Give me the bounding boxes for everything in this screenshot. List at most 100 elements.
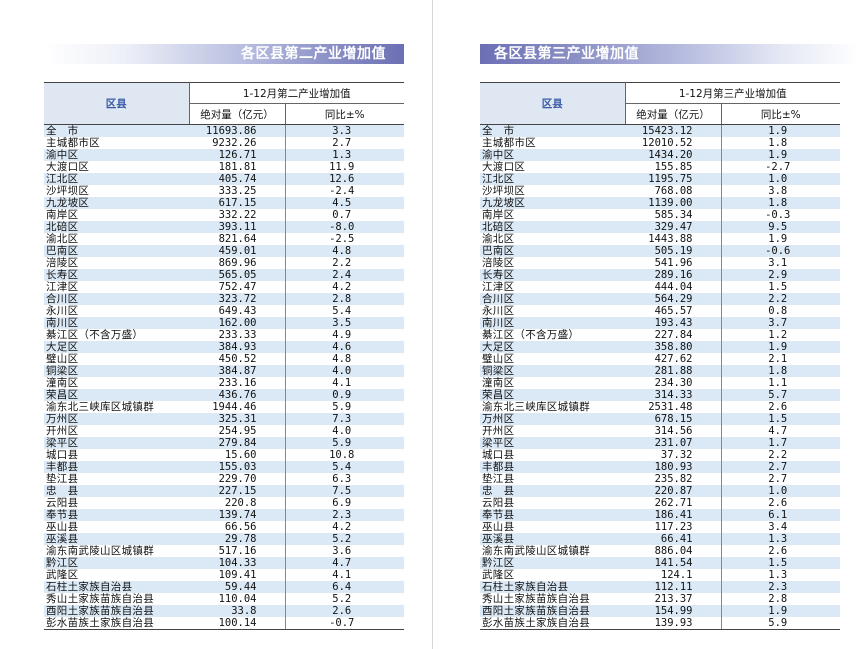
yoy-change-cell: 2.7 (721, 473, 840, 485)
table-row: 城口县 15.60 10.8 (44, 449, 404, 461)
table-row: 垫江县 229.70 6.3 (44, 473, 404, 485)
yoy-change-cell: -0.7 (285, 617, 404, 630)
region-name-cell: 云阳县 (44, 497, 189, 509)
left-page: 各区县第二产业增加值 区县 1-12月第二产业增加值 绝对量（亿元） 同比±% … (44, 0, 404, 649)
table-row: 万州区 325.31 7.3 (44, 413, 404, 425)
yoy-change-cell: 3.6 (285, 545, 404, 557)
absolute-value-cell: 325.31 (189, 413, 286, 425)
table-row: 秀山土家族苗族自治县 110.04 5.2 (44, 593, 404, 605)
yoy-change-cell: 6.1 (721, 509, 840, 521)
table-row: 涪陵区 869.96 2.2 (44, 257, 404, 269)
yoy-change-cell: 1.3 (721, 533, 840, 545)
absolute-value-cell: 227.15 (189, 485, 286, 497)
absolute-value-cell: 186.41 (625, 509, 722, 521)
region-name-cell: 酉阳土家族苗族自治县 (480, 605, 625, 617)
region-name-cell: 梁平区 (44, 437, 189, 449)
absolute-value-cell: 459.01 (189, 245, 286, 257)
absolute-value-cell: 220.8 (189, 497, 286, 509)
absolute-value-cell: 279.84 (189, 437, 286, 449)
region-name-cell: 綦江区（不含万盛） (480, 329, 625, 341)
region-name-cell: 万州区 (44, 413, 189, 425)
region-name-cell: 铜梁区 (44, 365, 189, 377)
absolute-value-cell: 233.33 (189, 329, 286, 341)
absolute-value-cell: 227.84 (625, 329, 722, 341)
yoy-change-cell: 4.7 (721, 425, 840, 437)
absolute-value-cell: 768.08 (625, 185, 722, 197)
yoy-change-cell: 1.9 (721, 233, 840, 245)
absolute-value-cell: 162.00 (189, 317, 286, 329)
region-name-cell: 南岸区 (44, 209, 189, 221)
table-row: 丰都县 155.03 5.4 (44, 461, 404, 473)
table-row: 铜梁区 281.88 1.8 (480, 365, 840, 377)
region-name-cell: 渝东南武陵山区城镇群 (480, 545, 625, 557)
absolute-value-cell: 332.22 (189, 209, 286, 221)
region-name-cell: 渝北区 (480, 233, 625, 245)
yoy-change-cell: 1.5 (721, 413, 840, 425)
region-name-cell: 南岸区 (480, 209, 625, 221)
absolute-value-cell: 155.03 (189, 461, 286, 473)
table-row: 垫江县 235.82 2.7 (480, 473, 840, 485)
table-row: 酉阳土家族苗族自治县 154.99 1.9 (480, 605, 840, 617)
table-row: 黔江区 141.54 1.5 (480, 557, 840, 569)
table-row: 主城都市区 9232.26 2.7 (44, 137, 404, 149)
table-row: 大足区 384.93 4.6 (44, 341, 404, 353)
table-row: 沙坪坝区 333.25 -2.4 (44, 185, 404, 197)
yoy-change-cell: 1.9 (721, 149, 840, 161)
region-name-cell: 北碚区 (480, 221, 625, 233)
yoy-change-cell: 2.8 (721, 593, 840, 605)
yoy-change-cell: 6.9 (285, 497, 404, 509)
region-name-cell: 全 市 (44, 124, 189, 137)
region-name-cell: 开州区 (480, 425, 625, 437)
absolute-value-cell: 110.04 (189, 593, 286, 605)
yoy-change-cell: 4.9 (285, 329, 404, 341)
absolute-value-cell: 541.96 (625, 257, 722, 269)
absolute-value-cell: 11693.86 (189, 124, 286, 137)
region-name-cell: 梁平区 (480, 437, 625, 449)
yoy-change-cell: 2.7 (721, 461, 840, 473)
yoy-change-cell: 1.3 (285, 149, 404, 161)
yoy-change-cell: 2.2 (721, 293, 840, 305)
left-region-header: 区县 (44, 82, 190, 125)
absolute-value-cell: 333.25 (189, 185, 286, 197)
yoy-change-cell: 12.6 (285, 173, 404, 185)
table-row: 长寿区 289.16 2.9 (480, 269, 840, 281)
absolute-value-cell: 235.82 (625, 473, 722, 485)
yoy-change-cell: -8.0 (285, 221, 404, 233)
table-row: 彭水苗族土家族自治县 100.14 -0.7 (44, 617, 404, 630)
yoy-change-cell: 3.3 (285, 124, 404, 137)
region-name-cell: 渝北区 (44, 233, 189, 245)
absolute-value-cell: 112.11 (625, 581, 722, 593)
yoy-change-cell: 4.2 (285, 281, 404, 293)
table-row: 长寿区 565.05 2.4 (44, 269, 404, 281)
yoy-change-cell: 1.5 (721, 281, 840, 293)
right-page-title: 各区县第三产业增加值 (494, 46, 639, 62)
yoy-change-cell: 10.8 (285, 449, 404, 461)
absolute-value-cell: 220.87 (625, 485, 722, 497)
yoy-change-cell: 2.8 (285, 293, 404, 305)
table-row: 巫溪县 66.41 1.3 (480, 533, 840, 545)
table-row: 奉节县 186.41 6.1 (480, 509, 840, 521)
absolute-value-cell: 384.87 (189, 365, 286, 377)
region-name-cell: 南川区 (480, 317, 625, 329)
table-row: 永川区 649.43 5.4 (44, 305, 404, 317)
table-row: 巫溪县 29.78 5.2 (44, 533, 404, 545)
left-group-header: 1-12月第二产业增加值 (189, 82, 404, 104)
table-row: 渝中区 126.71 1.3 (44, 149, 404, 161)
region-name-cell: 秀山土家族苗族自治县 (44, 593, 189, 605)
left-table-body: 全 市 11693.86 3.3 主城都市区 9232.26 2.7 渝中区 126.71 1.… (44, 124, 404, 630)
absolute-value-cell: 564.29 (625, 293, 722, 305)
region-name-cell: 大渡口区 (44, 161, 189, 173)
absolute-value-cell: 886.04 (625, 545, 722, 557)
table-row: 永川区 465.57 0.8 (480, 305, 840, 317)
absolute-value-cell: 323.72 (189, 293, 286, 305)
absolute-value-cell: 126.71 (189, 149, 286, 161)
yoy-change-cell: 3.7 (721, 317, 840, 329)
table-row: 合川区 323.72 2.8 (44, 293, 404, 305)
yoy-change-cell: 1.9 (721, 124, 840, 137)
yoy-change-cell: 2.3 (721, 581, 840, 593)
region-name-cell: 垫江县 (44, 473, 189, 485)
yoy-change-cell: 0.7 (285, 209, 404, 221)
yoy-change-cell: 5.7 (721, 389, 840, 401)
table-row: 主城都市区 12010.52 1.8 (480, 137, 840, 149)
yoy-change-cell: 3.1 (721, 257, 840, 269)
